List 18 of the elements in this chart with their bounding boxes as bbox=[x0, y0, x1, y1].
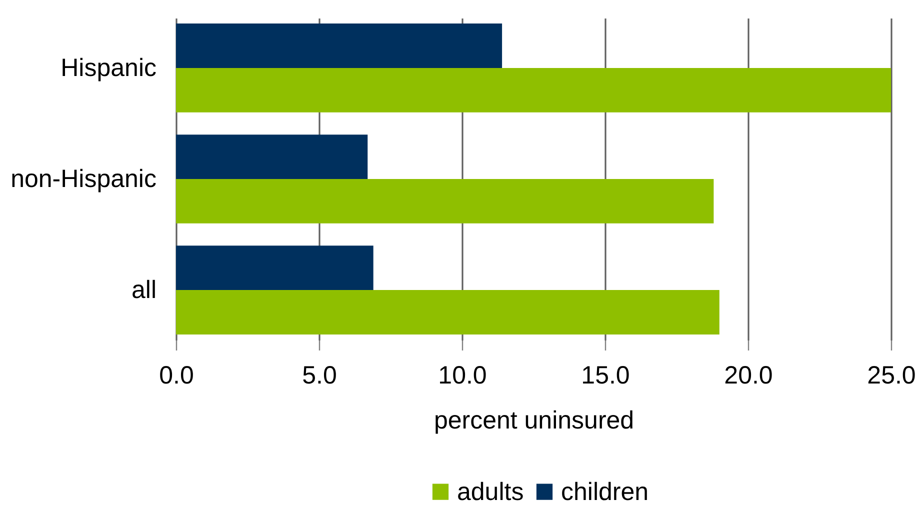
y-tick-label: non-Hispanic bbox=[10, 165, 156, 193]
bar bbox=[176, 134, 368, 179]
y-tick-label: Hispanic bbox=[60, 54, 156, 82]
bar bbox=[176, 24, 502, 68]
bar bbox=[176, 246, 374, 290]
x-tick-label: 15.0 bbox=[581, 362, 630, 390]
x-tick-label: 0.0 bbox=[159, 362, 194, 390]
x-tick-label: 5.0 bbox=[302, 362, 337, 390]
legend-label: adults bbox=[457, 478, 524, 506]
bar bbox=[176, 68, 891, 112]
bar bbox=[176, 290, 720, 334]
bar bbox=[176, 179, 714, 224]
legend-label: children bbox=[561, 478, 649, 506]
x-tick-label: 25.0 bbox=[867, 362, 916, 390]
y-tick-label: all bbox=[131, 276, 156, 304]
x-axis-title: percent uninsured bbox=[434, 406, 634, 434]
x-tick-label: 20.0 bbox=[724, 362, 773, 390]
x-tick-label: 10.0 bbox=[438, 362, 487, 390]
